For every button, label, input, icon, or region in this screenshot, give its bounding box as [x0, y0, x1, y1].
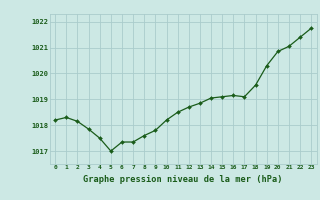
X-axis label: Graphe pression niveau de la mer (hPa): Graphe pression niveau de la mer (hPa)	[84, 175, 283, 184]
